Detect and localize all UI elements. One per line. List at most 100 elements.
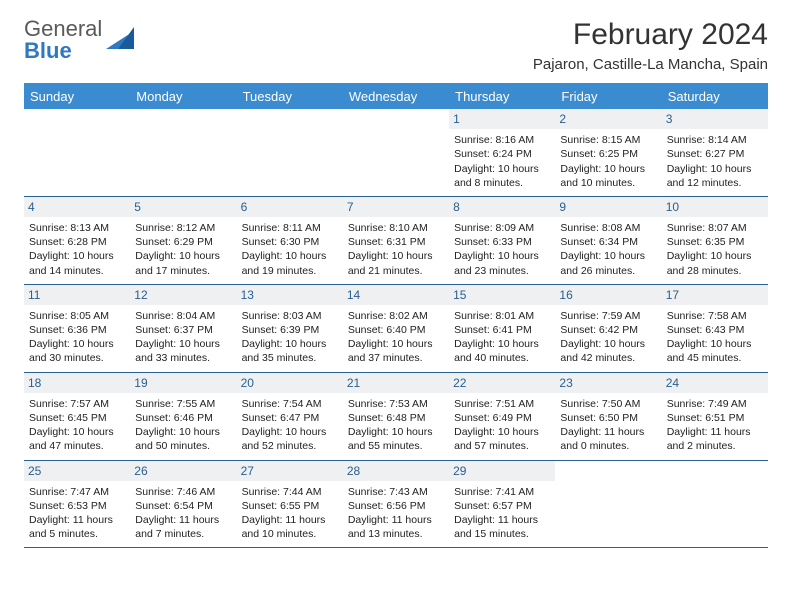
- calendar-cell: [130, 109, 236, 196]
- day-number: 21: [343, 373, 449, 393]
- day-number: 5: [130, 197, 236, 217]
- sunrise-text: Sunrise: 7:59 AM: [560, 309, 656, 323]
- daylight-text: Daylight: 10 hours and 52 minutes.: [242, 425, 338, 453]
- daylight-text: Daylight: 10 hours and 19 minutes.: [242, 249, 338, 277]
- sunset-text: Sunset: 6:45 PM: [29, 411, 125, 425]
- sunrise-text: Sunrise: 8:07 AM: [667, 221, 763, 235]
- sunrise-text: Sunrise: 7:46 AM: [135, 485, 231, 499]
- sunrise-text: Sunrise: 8:09 AM: [454, 221, 550, 235]
- day-number: 23: [555, 373, 661, 393]
- daylight-text: Daylight: 10 hours and 17 minutes.: [135, 249, 231, 277]
- daylight-text: Daylight: 10 hours and 12 minutes.: [667, 162, 763, 190]
- sunset-text: Sunset: 6:30 PM: [242, 235, 338, 249]
- daylight-text: Daylight: 10 hours and 40 minutes.: [454, 337, 550, 365]
- daylight-text: Daylight: 10 hours and 21 minutes.: [348, 249, 444, 277]
- sunrise-text: Sunrise: 8:15 AM: [560, 133, 656, 147]
- calendar-cell: 10Sunrise: 8:07 AMSunset: 6:35 PMDayligh…: [662, 197, 768, 284]
- daylight-text: Daylight: 10 hours and 23 minutes.: [454, 249, 550, 277]
- sunset-text: Sunset: 6:43 PM: [667, 323, 763, 337]
- calendar-cell: [343, 109, 449, 196]
- sunset-text: Sunset: 6:40 PM: [348, 323, 444, 337]
- daylight-text: Daylight: 11 hours and 7 minutes.: [135, 513, 231, 541]
- day-number: 7: [343, 197, 449, 217]
- calendar-cell: 8Sunrise: 8:09 AMSunset: 6:33 PMDaylight…: [449, 197, 555, 284]
- day-number: 24: [662, 373, 768, 393]
- sunset-text: Sunset: 6:53 PM: [29, 499, 125, 513]
- day-number: 19: [130, 373, 236, 393]
- sunset-text: Sunset: 6:47 PM: [242, 411, 338, 425]
- sunrise-text: Sunrise: 7:57 AM: [29, 397, 125, 411]
- sunset-text: Sunset: 6:56 PM: [348, 499, 444, 513]
- weekday-header-cell: Wednesday: [343, 83, 449, 109]
- calendar-cell: [24, 109, 130, 196]
- sunrise-text: Sunrise: 8:10 AM: [348, 221, 444, 235]
- calendar-week: 25Sunrise: 7:47 AMSunset: 6:53 PMDayligh…: [24, 461, 768, 549]
- calendar-week: 4Sunrise: 8:13 AMSunset: 6:28 PMDaylight…: [24, 197, 768, 285]
- sunset-text: Sunset: 6:41 PM: [454, 323, 550, 337]
- daylight-text: Daylight: 10 hours and 55 minutes.: [348, 425, 444, 453]
- sunrise-text: Sunrise: 7:44 AM: [242, 485, 338, 499]
- calendar-cell: 16Sunrise: 7:59 AMSunset: 6:42 PMDayligh…: [555, 285, 661, 372]
- sunset-text: Sunset: 6:37 PM: [135, 323, 231, 337]
- day-number: 11: [24, 285, 130, 305]
- sunrise-text: Sunrise: 8:12 AM: [135, 221, 231, 235]
- calendar-cell: 1Sunrise: 8:16 AMSunset: 6:24 PMDaylight…: [449, 109, 555, 196]
- sunrise-text: Sunrise: 8:02 AM: [348, 309, 444, 323]
- calendar-cell: 15 Sunrise: 8:01 AMSunset: 6:41 PMDayligh…: [449, 285, 555, 372]
- calendar-cell: 7Sunrise: 8:10 AMSunset: 6:31 PMDaylight…: [343, 197, 449, 284]
- sunrise-text: Sunrise: 7:54 AM: [242, 397, 338, 411]
- daylight-text: Daylight: 10 hours and 35 minutes.: [242, 337, 338, 365]
- daylight-text: Daylight: 10 hours and 37 minutes.: [348, 337, 444, 365]
- weekday-header-cell: Friday: [555, 83, 661, 109]
- sunset-text: Sunset: 6:46 PM: [135, 411, 231, 425]
- sunset-text: Sunset: 6:24 PM: [454, 147, 550, 161]
- day-number: 2: [555, 109, 661, 129]
- sunrise-text: Sunrise: 7:47 AM: [29, 485, 125, 499]
- day-number: 26: [130, 461, 236, 481]
- weekday-header-cell: Sunday: [24, 83, 130, 109]
- calendar-cell: 3Sunrise: 8:14 AMSunset: 6:27 PMDaylight…: [662, 109, 768, 196]
- daylight-text: Daylight: 10 hours and 47 minutes.: [29, 425, 125, 453]
- calendar-week: 18Sunrise: 7:57 AMSunset: 6:45 PMDayligh…: [24, 373, 768, 461]
- daylight-text: Daylight: 11 hours and 13 minutes.: [348, 513, 444, 541]
- sunrise-text: Sunrise: 8:05 AM: [29, 309, 125, 323]
- sunset-text: Sunset: 6:42 PM: [560, 323, 656, 337]
- day-number: 17: [662, 285, 768, 305]
- day-number: 16: [555, 285, 661, 305]
- calendar-week: 1Sunrise: 8:16 AMSunset: 6:24 PMDaylight…: [24, 109, 768, 197]
- sunrise-text: Sunrise: 7:41 AM: [454, 485, 550, 499]
- weekday-header: SundayMondayTuesdayWednesdayThursdayFrid…: [24, 83, 768, 109]
- calendar-cell: 25Sunrise: 7:47 AMSunset: 6:53 PMDayligh…: [24, 461, 130, 548]
- daylight-text: Daylight: 10 hours and 33 minutes.: [135, 337, 231, 365]
- calendar-cell: 24Sunrise: 7:49 AMSunset: 6:51 PMDayligh…: [662, 373, 768, 460]
- calendar-cell: 4Sunrise: 8:13 AMSunset: 6:28 PMDaylight…: [24, 197, 130, 284]
- daylight-text: Daylight: 10 hours and 10 minutes.: [560, 162, 656, 190]
- day-number: 10: [662, 197, 768, 217]
- sunrise-text: Sunrise: 7:49 AM: [667, 397, 763, 411]
- sunset-text: Sunset: 6:29 PM: [135, 235, 231, 249]
- sunset-text: Sunset: 6:35 PM: [667, 235, 763, 249]
- location-text: Pajaron, Castille-La Mancha, Spain: [533, 56, 768, 73]
- sunrise-text: Sunrise: 8:01 AM: [454, 309, 550, 323]
- day-number: 15: [449, 285, 555, 305]
- calendar-cell: 28Sunrise: 7:43 AMSunset: 6:56 PMDayligh…: [343, 461, 449, 548]
- daylight-text: Daylight: 10 hours and 45 minutes.: [667, 337, 763, 365]
- logo: General Blue: [24, 18, 134, 62]
- sunset-text: Sunset: 6:36 PM: [29, 323, 125, 337]
- day-number: 18: [24, 373, 130, 393]
- sunset-text: Sunset: 6:51 PM: [667, 411, 763, 425]
- day-number: 27: [237, 461, 343, 481]
- calendar-cell: 5 Sunrise: 8:12 AMSunset: 6:29 PMDaylight…: [130, 197, 236, 284]
- calendar-cell: 26Sunrise: 7:46 AMSunset: 6:54 PMDayligh…: [130, 461, 236, 548]
- daylight-text: Daylight: 11 hours and 5 minutes.: [29, 513, 125, 541]
- day-number: 28: [343, 461, 449, 481]
- day-number: 14: [343, 285, 449, 305]
- sunrise-text: Sunrise: 8:11 AM: [242, 221, 338, 235]
- daylight-text: Daylight: 11 hours and 10 minutes.: [242, 513, 338, 541]
- weekday-header-cell: Saturday: [662, 83, 768, 109]
- sunrise-text: Sunrise: 7:50 AM: [560, 397, 656, 411]
- sunrise-text: Sunrise: 7:55 AM: [135, 397, 231, 411]
- sunset-text: Sunset: 6:48 PM: [348, 411, 444, 425]
- weekday-header-cell: Tuesday: [237, 83, 343, 109]
- weekday-header-cell: Thursday: [449, 83, 555, 109]
